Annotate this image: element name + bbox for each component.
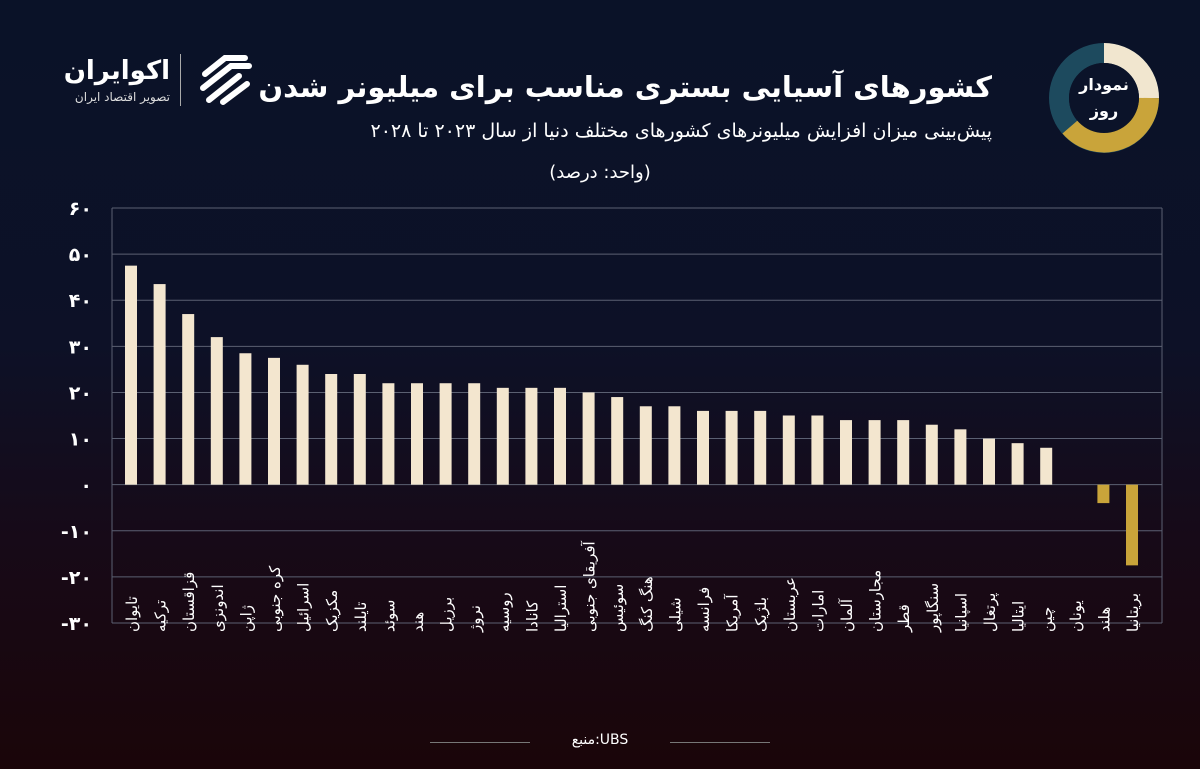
x-tick-label: سوئیس [609,584,627,632]
x-tick-label: اندونزی [209,584,227,632]
bar [525,387,538,485]
bar [1097,484,1110,504]
x-tick-label: هند [409,612,427,632]
x-tick-label: کانادا [523,600,541,632]
bar [468,383,481,485]
bar [954,429,967,485]
source-line-left [430,742,530,743]
x-tick-label: امارات [809,590,827,632]
y-tick-label: ۰ [80,475,92,497]
bar [1040,447,1053,485]
x-tick-label: ایتالیا [1010,601,1028,632]
bar [754,410,767,485]
bar [325,374,338,485]
x-tick-label: روسیه [495,592,513,632]
x-tick-label: برزیل [438,597,456,632]
bar [668,406,681,485]
x-tick-label: آفریقای جنوبی [581,540,599,632]
badge-ring-icon [1049,43,1159,153]
bar [1011,443,1024,485]
bar [411,383,423,485]
x-tick-label: تایلند [352,602,370,632]
x-tick-label: یونان [1067,600,1085,632]
x-tick-label: ترکیه [152,600,170,632]
bar [182,314,195,485]
x-tick-label: چین [1038,607,1056,632]
bar [725,410,738,485]
x-tick-label: آمریکا [724,594,742,632]
logo-mark-icon [200,55,252,105]
bar [925,424,938,485]
badge-text: نمودار روز [1070,72,1138,124]
x-tick-label: شیلی [666,597,684,632]
y-tick-label: ۴۰ [69,290,92,312]
chart-title: کشورهای آسیایی بستری مناسب برای میلیونر … [258,70,992,104]
bar [897,420,910,485]
badge-line1: نمودار [1079,75,1129,94]
chart-subtitle: پیش‌بینی میزان افزایش میلیونرهای کشورهای… [370,120,992,142]
x-tick-label: هنگ کنگ [638,576,656,632]
x-tick-label: قزاقستان [180,572,198,632]
x-tick-label: بریتانیا [1124,593,1142,632]
y-tick-label: -۲۰ [61,567,92,589]
badge-line2: روز [1089,101,1119,120]
bar [439,383,452,485]
bar [1126,484,1138,566]
bar [611,397,624,485]
x-tick-label: آلمان [838,598,856,632]
x-tick-label: پرتغال [981,593,1000,632]
bar [840,420,852,485]
logo-name: اکوایران [63,56,170,86]
bar [353,374,366,485]
logo-tagline: تصویر اقتصاد ایران [74,90,170,104]
bar [496,387,509,485]
bar [554,387,566,485]
x-tick-label: ژاپن [237,605,256,632]
bar [239,353,252,485]
y-tick-label: -۱۰ [61,521,92,543]
x-tick-label: مکزیک [323,590,341,632]
x-tick-label: کره جنوبی [266,565,284,632]
y-tick-label: ۲۰ [69,382,92,404]
x-tick-label: عربستان [781,577,799,632]
x-tick-label: مجارستان [867,570,885,632]
bar [382,383,395,485]
x-tick-label: بلژیک [752,597,770,632]
x-tick-label: فرانسه [695,587,713,632]
x-tick-label: اسرائیل [295,583,313,632]
source-line-right [670,742,770,743]
x-tick-label: نروژ [466,605,484,633]
bar [639,406,652,485]
bar [868,420,881,485]
bar [582,392,595,485]
x-tick-label: سنگاپور [924,583,943,633]
y-tick-label: ۶۰ [69,198,92,220]
bar [210,337,223,485]
source-label: منبع:UBS [571,732,629,748]
bar [983,438,995,485]
x-tick-label: اسپانیا [952,593,971,632]
x-tick-label: استرالیا [552,585,570,632]
x-tick-label: تایوان [123,596,141,632]
logo-divider [180,54,181,106]
y-tick-label: ۱۰ [69,429,92,451]
y-tick-label: ۳۰ [69,336,92,358]
bar [296,364,309,485]
chart-unit: (واحد: درصد) [549,162,651,183]
bar [153,284,166,485]
y-tick-label: ۵۰ [69,244,92,266]
y-tick-label: -۳۰ [61,613,92,635]
x-tick-label: هلند [1095,607,1113,632]
bar [811,415,824,485]
bar [782,415,795,485]
bar [125,265,137,485]
x-tick-label: سوئد [380,600,398,632]
x-tick-label: قطر [895,604,913,633]
bar [268,357,280,485]
logo: اکوایران تصویر اقتصاد ایران [50,50,270,110]
bar [697,410,709,485]
